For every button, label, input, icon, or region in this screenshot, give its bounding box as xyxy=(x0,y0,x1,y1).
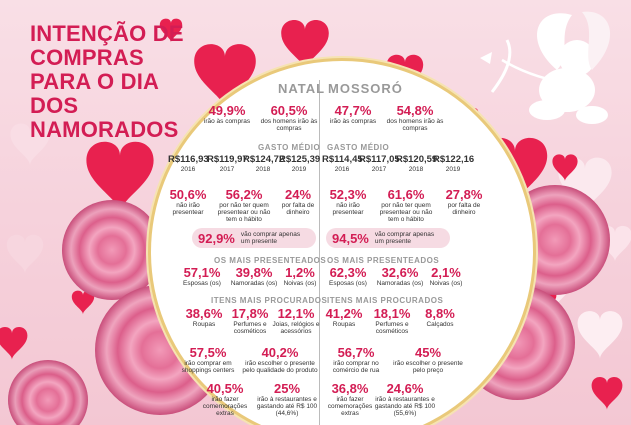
mossoro-spend-2017: R$117,05 2017 xyxy=(359,154,400,173)
mossoro-one-gift: 94,5% vão comprar apenas um presente xyxy=(326,228,450,248)
mossoro-item-shoes: 8,8% Calçados xyxy=(425,306,455,328)
natal-where-quality: 40,2% irão escolher o presente pelo qual… xyxy=(242,345,318,374)
natal-gifted-girlfriends: 39,8% Namoradas (os) xyxy=(230,265,278,287)
page-title: INTENÇÃO DE COMPRAS PARA O DIA DOS NAMOR… xyxy=(30,21,184,142)
mossoro-spend-2019: R$122,16 2019 xyxy=(433,154,475,173)
mossoro-no-money: 27,8% por falta de dinheiro xyxy=(445,187,483,216)
mossoro-celebrate-extra: 36,8% irão fazer comemorações extras xyxy=(327,381,373,417)
mossoro-gifted-wives: 62,3% Esposas (os) xyxy=(329,265,367,287)
mossoro-spend-2016: R$114,45 2016 xyxy=(322,154,363,173)
natal-not-buying: 50,6% não irão presentear xyxy=(169,187,207,216)
natal-one-gift: 92,9% vão comprar apenas um presente xyxy=(192,228,316,248)
natal-gifted-wives: 57,1% Esposas (os) xyxy=(183,265,221,287)
natal-spend-2019: R$125,39 2019 xyxy=(279,154,321,173)
mossoro-celebrate-restaurant: 24,6% irão à restaurantes e gastando até… xyxy=(374,381,436,417)
mossoro-item-clothes: 41,2% Roupas xyxy=(325,306,363,328)
city-mossoro: MOSSORÓ xyxy=(328,81,403,96)
natal-celebrate-restaurant: 25% irão à restaurantes e gastando até R… xyxy=(256,381,318,417)
natal-gifted-heading: OS MAIS PRESENTEADOS xyxy=(214,256,327,265)
natal-item-clothes: 38,6% Roupas xyxy=(185,306,223,328)
column-divider xyxy=(319,80,320,425)
natal-spend-heading: GASTO MÉDIO xyxy=(258,143,321,152)
mossoro-gifted-heading: OS MAIS PRESENTEADOS xyxy=(327,256,440,265)
mossoro-men-buyers: 54,8% dos homens irão às compras xyxy=(386,103,444,132)
mossoro-spend-2018: R$120,59 2018 xyxy=(396,154,438,173)
mossoro-spend-heading: GASTO MÉDIO xyxy=(327,143,390,152)
mossoro-where-street: 56,7% irão comprar no comércio de rua xyxy=(332,345,380,374)
mossoro-gifted-girlfriends: 32,6% Namoradas (os) xyxy=(376,265,424,287)
natal-no-one-to-gift: 56,2% por não ter quem presentear ou não… xyxy=(217,187,271,223)
rose-decoration xyxy=(62,200,162,300)
natal-no-money: 24% por falta de dinheiro xyxy=(281,187,315,216)
natal-items-heading: ITENS MAIS PROCURADOS xyxy=(211,296,328,305)
natal-item-perfume: 17,8% Perfumes e cosméticos xyxy=(231,306,269,335)
mossoro-gifted-brides: 2,1% Noivas (os) xyxy=(429,265,463,287)
mossoro-items-heading: ITENS MAIS PROCURADOS xyxy=(327,296,444,305)
mossoro-no-one-to-gift: 61,6% por não ter quem presentear ou não… xyxy=(379,187,433,223)
city-natal: NATAL xyxy=(278,81,326,96)
natal-item-jewelry: 12,1% Joias, relógios e acessórios xyxy=(272,306,320,335)
mossoro-where-price: 45% irão escolher o presente pelo preço xyxy=(393,345,463,374)
natal-spend-2016: R$116,93 2016 xyxy=(168,154,209,173)
mossoro-not-buying: 52,3% não irão presentear xyxy=(329,187,367,216)
natal-spend-2017: R$119,97 2017 xyxy=(207,154,248,173)
cupid-icon xyxy=(480,11,611,124)
natal-where-malls: 57,5% irão comprar em shoppings centers xyxy=(181,345,235,374)
natal-gifted-brides: 1,2% Noivas (os) xyxy=(283,265,317,287)
mossoro-item-perfume: 18,1% Perfumes e cosméticos xyxy=(373,306,411,335)
natal-buyers: 49,9% irão às compras xyxy=(203,103,251,125)
natal-celebrate-extra: 40,5% irão fazer comemorações extras xyxy=(202,381,248,417)
heart-icon xyxy=(591,377,623,410)
heart-icon xyxy=(6,234,44,274)
heart-icon xyxy=(577,311,623,359)
mossoro-buyers: 47,7% irão às compras xyxy=(329,103,377,125)
natal-spend-2018: R$124,72 2018 xyxy=(243,154,285,173)
heart-icon xyxy=(0,327,28,360)
rose-decoration xyxy=(8,360,88,425)
natal-men-buyers: 60,5% dos homens irão às compras xyxy=(260,103,318,132)
